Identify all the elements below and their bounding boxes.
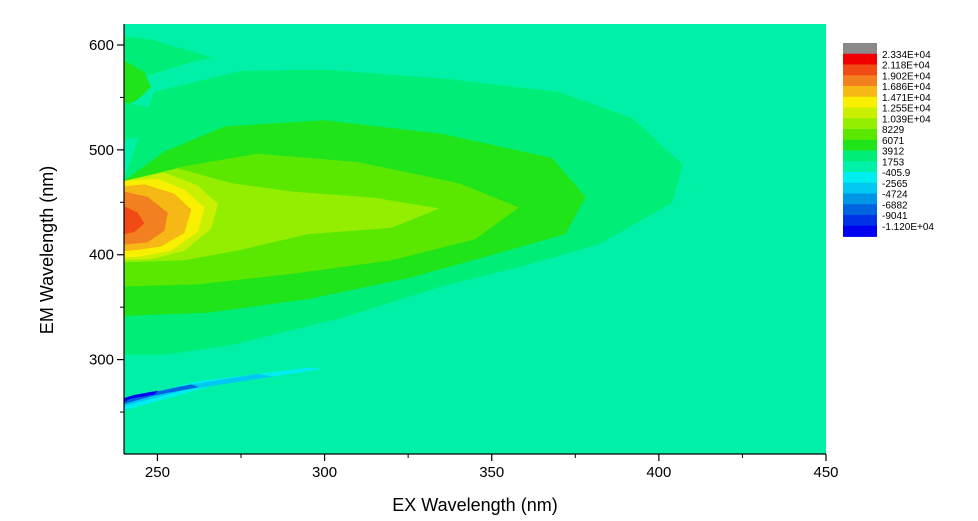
- colorbar-label: -405.9: [882, 168, 911, 179]
- y-tick-label: 600: [89, 37, 114, 54]
- colorbar-label: -1.120E+04: [882, 222, 934, 233]
- contour-rayleigh-streak-1: [124, 367, 322, 411]
- colorbar-label: -9041: [882, 211, 908, 222]
- colorbar-swatch: [843, 182, 877, 194]
- colorbar-swatch: [843, 96, 877, 108]
- x-tick-label: 250: [145, 464, 170, 481]
- colorbar-label: 2.334E+04: [882, 50, 931, 61]
- colorbar-swatch: [843, 129, 877, 141]
- contour-rayleigh-streak-4: [124, 390, 158, 402]
- colorbar-swatch: [843, 172, 877, 184]
- colorbar-swatch: [843, 204, 877, 216]
- y-tick-label: 300: [89, 352, 114, 369]
- x-tick-label: 450: [813, 464, 838, 481]
- colorbar-label: 1753: [882, 157, 905, 168]
- contour-left-green-lobe: [124, 102, 168, 140]
- colorbar-swatch: [843, 139, 877, 151]
- y-tick-label: 400: [89, 247, 114, 264]
- colorbar-label: 1.255E+04: [882, 104, 931, 115]
- x-tick-label: 300: [312, 464, 337, 481]
- colorbar-swatch: [843, 64, 877, 76]
- contour-rayleigh-streak-2: [124, 373, 272, 407]
- colorbar-swatch: [843, 215, 877, 227]
- y-axis-title: EM Wavelength (nm): [37, 166, 57, 334]
- colorbar-label: 1.471E+04: [882, 93, 931, 104]
- colorbar-swatch: [843, 75, 877, 87]
- colorbar-label: -4724: [882, 190, 908, 201]
- axes: 250 300 350 400 450 300 400 500 600: [89, 24, 839, 481]
- y-tick-label: 500: [89, 142, 114, 159]
- colorbar-label: 1.039E+04: [882, 114, 931, 125]
- colorbar-legend: 2.334E+042.118E+041.902E+041.686E+041.47…: [843, 43, 934, 237]
- colorbar-label: 2.118E+04: [882, 61, 930, 72]
- contour-mid-green-lobe: [124, 60, 151, 107]
- x-tick-label: 350: [479, 464, 504, 481]
- colorbar-swatch: [843, 150, 877, 162]
- colorbar-swatch: [843, 107, 877, 119]
- x-axis-title: EX Wavelength (nm): [392, 495, 557, 515]
- colorbar-swatch: [843, 86, 877, 98]
- colorbar-label: 1.902E+04: [882, 71, 931, 82]
- colorbar-label: -6882: [882, 200, 908, 211]
- colorbar-swatch: [843, 53, 877, 65]
- colorbar-label: 1.686E+04: [882, 82, 931, 93]
- contour-regions: [124, 36, 683, 411]
- contour-upper-green-lobe: [124, 36, 212, 82]
- colorbar-label: -2565: [882, 179, 908, 190]
- colorbar-label: 8229: [882, 125, 905, 136]
- x-tick-label: 400: [646, 464, 671, 481]
- colorbar-swatch: [843, 225, 877, 237]
- contour-band-21180: [124, 206, 145, 235]
- colorbar-label: 3912: [882, 147, 905, 158]
- colorbar-swatch: [843, 43, 877, 55]
- colorbar-swatch: [843, 193, 877, 205]
- colorbar-swatch: [843, 161, 877, 173]
- colorbar-label: 6071: [882, 136, 905, 147]
- colorbar-swatch: [843, 118, 877, 130]
- plot-area: [124, 24, 826, 454]
